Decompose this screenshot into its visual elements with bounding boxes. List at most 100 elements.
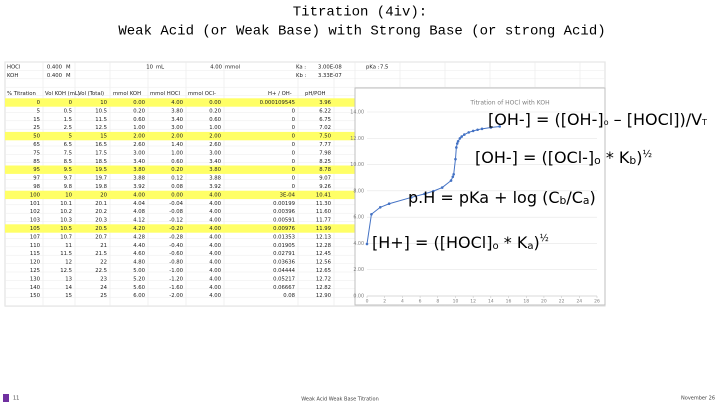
- table-cell: 23: [100, 276, 107, 282]
- x-tick-label: 14: [488, 299, 494, 305]
- data-point: [370, 212, 373, 216]
- equation-part: a: [527, 241, 533, 252]
- table-cell: 4.00: [209, 226, 221, 232]
- table-cell: 10.3: [60, 218, 72, 224]
- table-cell: 110: [30, 243, 41, 249]
- column-header: mmol OCl-: [188, 91, 216, 97]
- table-cell: 4.00: [209, 201, 221, 207]
- table-cell: 9.7: [64, 176, 72, 182]
- table-cell: 5.60: [133, 285, 145, 291]
- table-cell: 0: [292, 117, 296, 123]
- table-cell: 4.00: [133, 192, 145, 198]
- table-cell: 1.00: [171, 150, 183, 156]
- data-point: [489, 126, 493, 129]
- table-cell: 1.00: [133, 125, 145, 131]
- table-cell: 115: [30, 251, 40, 257]
- table-cell: 0.00396: [273, 209, 296, 215]
- data-point: [451, 175, 455, 179]
- equation-part: * K: [601, 148, 630, 167]
- equation-part: [OH-] = ([OH-]: [488, 110, 604, 129]
- table-cell: 0.000109545: [260, 100, 295, 106]
- table-cell: -1.60: [169, 285, 183, 291]
- table-cell: 0.02791: [273, 251, 295, 257]
- table-cell: 0.60: [209, 117, 221, 123]
- table-cell: 0.00976: [273, 226, 296, 232]
- table-cell: 0: [292, 167, 296, 173]
- info-cell: 4.00: [210, 65, 222, 71]
- table-cell: 10: [65, 192, 72, 198]
- equation: [OH-] = ([OCl-]o * Kb)½: [475, 148, 652, 168]
- table-cell: 125: [30, 268, 40, 274]
- table-cell: 3.80: [209, 167, 221, 173]
- table-cell: 4.00: [209, 218, 221, 224]
- table-cell: 4.00: [209, 251, 221, 257]
- table-cell: 6.75: [319, 117, 331, 123]
- table-cell: 0.00: [171, 192, 183, 198]
- table-cell: 0.5: [64, 108, 72, 114]
- table-cell: 4.00: [209, 243, 221, 249]
- table-cell: 140: [30, 285, 41, 291]
- info-cell: 0.400: [47, 65, 63, 71]
- table-cell: 65: [33, 142, 40, 148]
- table-cell: 9.5: [64, 167, 72, 173]
- table-cell: 97: [33, 176, 40, 182]
- table-cell: 10.41: [316, 192, 331, 198]
- table-cell: 5.00: [133, 268, 145, 274]
- table-cell: 0.08: [171, 184, 183, 190]
- table-cell: -2.00: [169, 293, 183, 299]
- table-cell: 3.00: [209, 150, 221, 156]
- table-cell: 9.8: [64, 184, 73, 190]
- table-cell: 0: [292, 150, 296, 156]
- table-cell: 107: [30, 234, 40, 240]
- table-cell: 11.30: [316, 201, 332, 207]
- info-cell: M: [66, 65, 71, 71]
- table-cell: 0.01353: [273, 234, 295, 240]
- info-cell: KOH: [7, 73, 18, 79]
- y-tick-label: 10.00: [350, 162, 364, 168]
- data-point: [455, 146, 458, 149]
- table-cell: 0: [37, 100, 41, 106]
- table-cell: 100: [30, 192, 41, 198]
- data-point: [455, 142, 459, 145]
- table-cell: 6.5: [64, 142, 72, 148]
- equation-part: ): [636, 148, 642, 167]
- table-cell: 15: [65, 293, 72, 299]
- y-tick-label: 8.00: [353, 188, 364, 194]
- table-cell: 4.08: [133, 209, 145, 215]
- table-cell: 0.03636: [273, 260, 296, 266]
- table-cell: 4.00: [171, 100, 183, 106]
- table-cell: 1.5: [64, 117, 72, 123]
- table-cell: 12.5: [60, 268, 72, 274]
- table-cell: 130: [30, 276, 41, 282]
- equation-part: T: [701, 117, 707, 127]
- table-cell: 20.7: [95, 234, 107, 240]
- table-cell: 11: [65, 243, 72, 249]
- x-tick-label: 18: [523, 299, 529, 305]
- table-cell: 20.5: [95, 226, 107, 232]
- equation: p.H = pKa + log (Cb/Ca): [408, 188, 596, 208]
- table-cell: 2.5: [64, 125, 72, 131]
- footer-date: November 26: [681, 396, 715, 402]
- table-cell: 10.2: [60, 209, 72, 215]
- table-cell: 11.60: [316, 209, 332, 215]
- info-cell: 7.5: [380, 65, 388, 71]
- table-cell: -0.28: [169, 234, 183, 240]
- table-cell: 4.40: [133, 243, 145, 249]
- x-tick-label: 24: [576, 299, 582, 305]
- equation-part: a: [583, 194, 590, 207]
- equation-part: – [HOCl])/V: [609, 110, 703, 129]
- table-cell: 4.00: [209, 209, 221, 215]
- table-cell: 0: [292, 176, 296, 182]
- equation-part: /C: [566, 188, 583, 207]
- table-cell: 0: [292, 159, 296, 165]
- table-cell: 20: [100, 192, 107, 198]
- data-point: [432, 189, 435, 193]
- equation-part: o: [604, 117, 609, 127]
- table-cell: 2.00: [171, 134, 183, 140]
- data-point: [423, 192, 426, 196]
- table-cell: 22.5: [95, 268, 107, 274]
- data-point: [449, 179, 453, 182]
- table-cell: -1.20: [169, 276, 183, 282]
- table-cell: 19.7: [95, 176, 107, 182]
